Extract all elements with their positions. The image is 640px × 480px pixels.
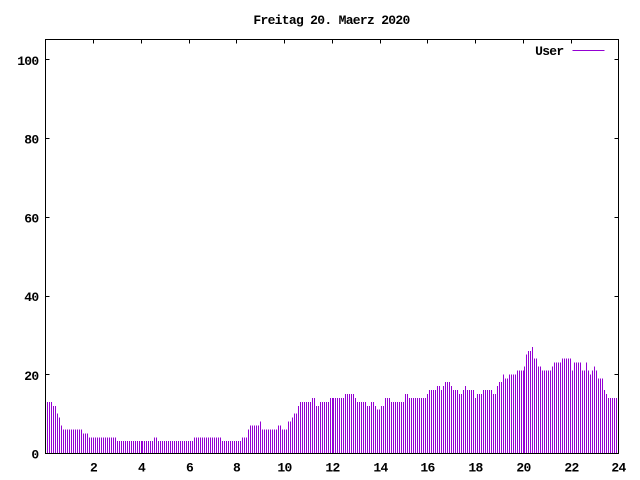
svg-text:80: 80 — [24, 133, 39, 148]
svg-text:8: 8 — [233, 461, 241, 476]
svg-text:0: 0 — [31, 448, 39, 463]
svg-text:20: 20 — [516, 461, 531, 476]
svg-text:2: 2 — [90, 461, 98, 476]
svg-text:6: 6 — [186, 461, 194, 476]
svg-text:20: 20 — [24, 369, 39, 384]
svg-text:100: 100 — [17, 54, 39, 69]
svg-text:40: 40 — [24, 290, 39, 305]
svg-text:18: 18 — [468, 461, 483, 476]
svg-text:10: 10 — [277, 461, 292, 476]
svg-text:60: 60 — [24, 211, 39, 226]
svg-text:16: 16 — [420, 461, 435, 476]
svg-text:24: 24 — [611, 461, 626, 476]
svg-text:Freitag 20. Maerz 2020: Freitag 20. Maerz 2020 — [253, 13, 410, 28]
svg-text:User: User — [535, 44, 563, 59]
svg-text:22: 22 — [564, 461, 579, 476]
svg-text:4: 4 — [138, 461, 146, 476]
svg-text:14: 14 — [373, 461, 388, 476]
svg-text:12: 12 — [325, 461, 340, 476]
